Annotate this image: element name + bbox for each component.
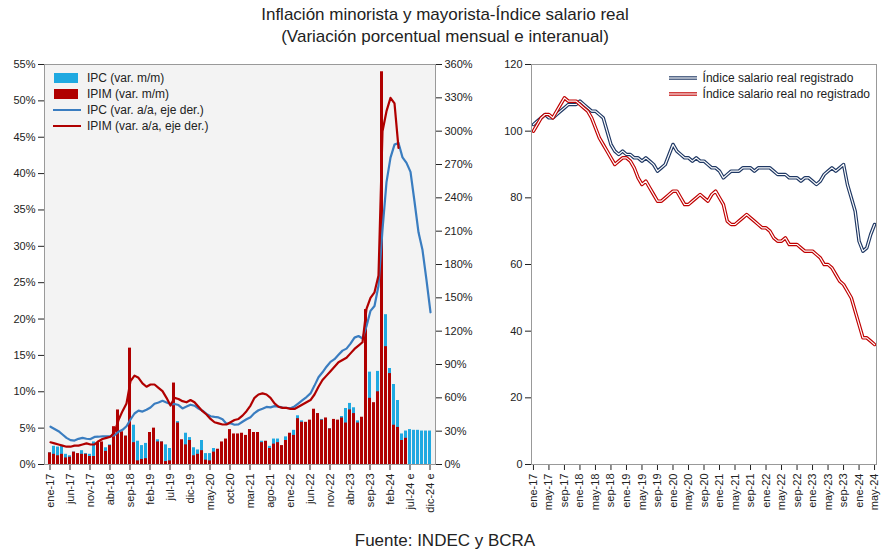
svg-text:150%: 150% (445, 291, 473, 303)
svg-text:0%: 0% (20, 458, 36, 470)
svg-text:sep-21: sep-21 (744, 474, 756, 508)
svg-text:feb-24: feb-24 (384, 474, 396, 505)
svg-text:ene-23: ene-23 (806, 474, 818, 508)
svg-text:100: 100 (504, 125, 522, 137)
svg-text:80: 80 (510, 191, 522, 203)
svg-text:sep-17: sep-17 (558, 474, 570, 508)
svg-text:ene-17: ene-17 (527, 474, 539, 508)
svg-text:210%: 210% (445, 225, 473, 237)
svg-text:ene-19: ene-19 (620, 474, 632, 508)
svg-text:60: 60 (510, 258, 522, 270)
svg-text:15%: 15% (13, 349, 35, 361)
svg-text:may-20: may-20 (204, 474, 216, 511)
html-text:Índice salario real no registr: Índice salario real no registrado (702, 87, 870, 101)
svg-text:sep-20: sep-20 (698, 474, 710, 508)
svg-text:abr-18: abr-18 (104, 474, 116, 506)
html-text:Fuente: INDEC y BCRA: Fuente: INDEC y BCRA (354, 531, 536, 550)
svg-text:ene-24: ene-24 (853, 474, 865, 508)
svg-text:oct-20: oct-20 (224, 474, 236, 505)
svg-text:sep-23: sep-23 (837, 474, 849, 508)
html-text:Índice salario real registrado: Índice salario real registrado (702, 71, 854, 85)
svg-text:ene-18: ene-18 (573, 474, 585, 508)
svg-text:jul-24 e: jul-24 e (404, 474, 416, 511)
svg-text:mar-21: mar-21 (244, 474, 256, 509)
svg-text:55%: 55% (13, 58, 35, 70)
svg-text:360%: 360% (445, 58, 473, 70)
svg-text:ene-22: ene-22 (760, 474, 772, 508)
svg-text:ene-20: ene-20 (667, 474, 679, 508)
svg-text:60%: 60% (445, 391, 467, 403)
svg-text:may-17: may-17 (542, 474, 554, 511)
svg-text:jul-19: jul-19 (164, 474, 176, 502)
svg-text:25%: 25% (13, 276, 35, 288)
svg-text:240%: 240% (445, 191, 473, 203)
svg-text:jun-17: jun-17 (64, 474, 76, 506)
svg-text:sep-19: sep-19 (651, 474, 663, 508)
svg-text:30%: 30% (13, 240, 35, 252)
svg-text:sep-18: sep-18 (124, 474, 136, 508)
svg-text:feb-19: feb-19 (144, 474, 156, 505)
html-text:IPIM (var. m/m): IPIM (var. m/m) (87, 87, 169, 101)
svg-text:300%: 300% (445, 125, 473, 137)
svg-text:330%: 330% (445, 91, 473, 103)
svg-text:ene-21: ene-21 (713, 474, 725, 508)
svg-text:ago-21: ago-21 (264, 474, 276, 508)
svg-text:nov-17: nov-17 (84, 474, 96, 508)
svg-text:20: 20 (510, 391, 522, 403)
svg-text:30%: 30% (445, 425, 467, 437)
svg-text:20%: 20% (13, 313, 35, 325)
svg-text:may-21: may-21 (729, 474, 741, 511)
svg-text:120%: 120% (445, 325, 473, 337)
svg-text:0: 0 (516, 458, 522, 470)
svg-text:270%: 270% (445, 158, 473, 170)
svg-text:jun-22: jun-22 (304, 474, 316, 506)
svg-text:may-23: may-23 (822, 474, 834, 511)
html-text:IPC (var. m/m): IPC (var. m/m) (87, 71, 165, 85)
html-text:Inflación minorista y mayorist: Inflación minorista y mayorista-Índice s… (261, 5, 629, 24)
svg-text:may-22: may-22 (775, 474, 787, 511)
svg-text:dic-19: dic-19 (184, 474, 196, 504)
html-text:IPIM (var. a/a, eje der.): IPIM (var. a/a, eje der.) (87, 119, 209, 133)
svg-text:sep-23: sep-23 (364, 474, 376, 508)
svg-text:35%: 35% (13, 203, 35, 215)
svg-text:nov-22: nov-22 (324, 474, 336, 508)
svg-text:sep-22: sep-22 (791, 474, 803, 508)
svg-text:40%: 40% (13, 167, 35, 179)
svg-text:120: 120 (504, 58, 522, 70)
html-text:IPC (var. a/a, eje der.): IPC (var. a/a, eje der.) (87, 103, 204, 117)
svg-text:ene-22: ene-22 (284, 474, 296, 508)
svg-text:may-24: may-24 (868, 474, 880, 511)
svg-text:50%: 50% (13, 94, 35, 106)
svg-text:10%: 10% (13, 385, 35, 397)
svg-text:dic-24 e: dic-24 e (424, 474, 436, 513)
html-text:(Variación porcentual mensual: (Variación porcentual mensual e interanu… (281, 27, 609, 46)
svg-text:0%: 0% (445, 458, 461, 470)
svg-text:abr-23: abr-23 (344, 474, 356, 506)
svg-text:ene-17: ene-17 (44, 474, 56, 508)
svg-text:5%: 5% (20, 422, 36, 434)
svg-text:40: 40 (510, 325, 522, 337)
svg-text:90%: 90% (445, 358, 467, 370)
svg-text:may-18: may-18 (589, 474, 601, 511)
svg-text:may-20: may-20 (682, 474, 694, 511)
svg-text:may-19: may-19 (635, 474, 647, 511)
svg-text:sep-18: sep-18 (604, 474, 616, 508)
svg-text:180%: 180% (445, 258, 473, 270)
svg-text:45%: 45% (13, 131, 35, 143)
